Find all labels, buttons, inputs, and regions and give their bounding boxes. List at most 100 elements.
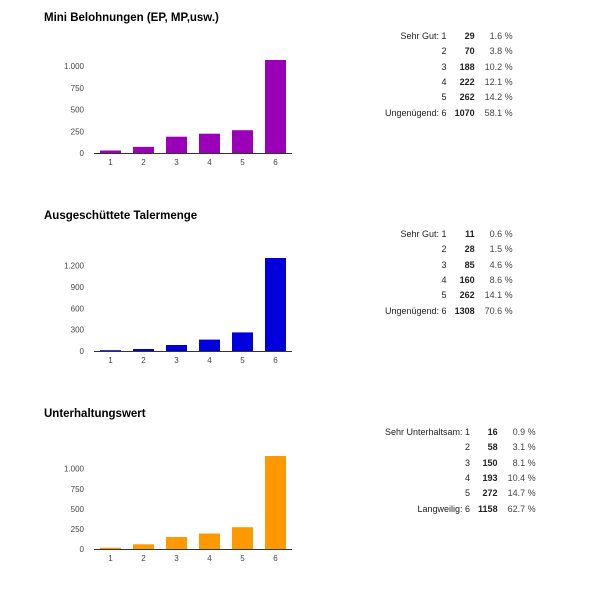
bar-chart: 1 2 3 4 5 6 0 300 600 900 1.200 [64, 258, 292, 365]
rating-label: 5 [465, 488, 471, 499]
x-tick-label: 6 [273, 356, 278, 365]
x-tick-label: 6 [273, 554, 278, 563]
table-row: 5 272 14.7 % [385, 486, 536, 501]
bar [166, 345, 187, 351]
rating-percent: 0.6 % [489, 229, 513, 240]
rating-percent: 0.9 % [512, 427, 536, 438]
bar [166, 537, 187, 549]
table-row: 2 58 3.1 % [385, 440, 536, 455]
rating-percent: 4.6 % [489, 259, 513, 270]
bar [265, 60, 286, 153]
rating-label: 2 [441, 46, 447, 57]
table-row: Sehr Unterhaltsam: 1 16 0.9 % [385, 425, 536, 440]
rating-percent: 3.8 % [489, 46, 513, 57]
rating-count: 188 [459, 61, 475, 72]
section-title: Unterhaltungswert [44, 408, 146, 420]
rating-label: 2 [465, 442, 471, 453]
stats-table: Sehr Gut: 1 29 1.6 % 2 70 3.8 % 3 188 10… [385, 29, 513, 121]
rating-percent: 8.6 % [489, 275, 513, 286]
rating-percent: 14.7 % [507, 488, 536, 499]
table-row: Ungenügend: 6 1070 58.1 % [385, 105, 513, 120]
rating-count: 16 [487, 427, 498, 438]
rating-label: Sehr Gut: 1 [400, 31, 447, 42]
rating-count: 85 [464, 259, 475, 270]
x-tick-label: 4 [207, 356, 212, 365]
rating-label: Langweilig: 6 [417, 503, 471, 514]
x-tick-label: 1 [108, 356, 113, 365]
y-tick-label: 0 [80, 149, 85, 158]
rating-percent: 62.7 % [507, 503, 536, 514]
rating-label: 2 [441, 244, 447, 255]
rating-count: 1158 [478, 503, 498, 514]
x-tick-label: 3 [174, 158, 179, 167]
stats-table: Sehr Unterhaltsam: 1 16 0.9 % 2 58 3.1 %… [385, 425, 536, 517]
bar [100, 547, 121, 549]
bar [166, 136, 187, 153]
rating-label: 5 [441, 290, 447, 301]
table-row: 5 262 14.2 % [385, 90, 513, 105]
bar [100, 350, 121, 351]
bar-chart: 1 2 3 4 5 6 0 250 500 750 1.000 [64, 456, 292, 563]
rating-count: 1308 [454, 305, 475, 316]
rating-count: 193 [482, 473, 498, 484]
y-tick-label: 300 [71, 326, 85, 335]
rating-percent: 8.1 % [512, 457, 536, 468]
rating-label: 4 [465, 473, 471, 484]
rating-count: 222 [459, 77, 475, 88]
bar [199, 533, 220, 549]
rating-percent: 70.6 % [484, 305, 513, 316]
rating-label: Ungenügend: 6 [385, 107, 447, 118]
x-tick-label: 2 [141, 158, 146, 167]
rating-percent: 10.4 % [507, 473, 536, 484]
x-tick-label: 6 [273, 158, 278, 167]
rating-label: 5 [441, 92, 447, 103]
y-tick-label: 1.000 [64, 465, 85, 474]
rating-percent: 14.2 % [484, 92, 513, 103]
x-tick-label: 1 [108, 158, 113, 167]
x-tick-label: 5 [240, 554, 245, 563]
rating-count: 58 [487, 442, 498, 453]
table-row: Sehr Gut: 1 11 0.6 % [385, 227, 513, 242]
table-row: Ungenügend: 6 1308 70.6 % [385, 303, 513, 318]
bar [133, 349, 154, 351]
rating-count: 11 [465, 229, 475, 240]
x-tick-label: 4 [207, 554, 212, 563]
y-tick-label: 0 [80, 545, 85, 554]
rating-label: Ungenügend: 6 [385, 305, 447, 316]
y-tick-label: 750 [71, 485, 85, 494]
rating-label: 3 [441, 61, 447, 72]
table-row: 2 70 3.8 % [385, 44, 513, 59]
y-tick-label: 500 [71, 505, 85, 514]
section-title: Mini Belohnungen (EP, MP,usw.) [44, 12, 219, 24]
rating-percent: 3.1 % [512, 442, 536, 453]
bar [133, 146, 154, 153]
rating-count: 272 [482, 488, 498, 499]
rating-count: 160 [459, 275, 475, 286]
rating-percent: 1.6 % [489, 31, 513, 42]
bar [199, 133, 220, 153]
table-row: 4 160 8.6 % [385, 273, 513, 288]
x-tick-label: 3 [174, 554, 179, 563]
rating-label: 3 [465, 457, 471, 468]
rating-count: 262 [459, 92, 475, 103]
y-tick-label: 1.000 [64, 62, 85, 71]
table-row: Sehr Gut: 1 29 1.6 % [385, 29, 513, 44]
table-row: 3 85 4.6 % [385, 258, 513, 273]
rating-count: 262 [459, 290, 475, 301]
rating-label: 4 [441, 77, 447, 88]
y-tick-label: 750 [71, 84, 85, 93]
bar [100, 150, 121, 153]
table-row: 4 222 12.1 % [385, 75, 513, 90]
x-tick-label: 1 [108, 554, 113, 563]
bar [232, 527, 253, 549]
table-row: 5 262 14.1 % [385, 288, 513, 303]
y-tick-label: 500 [71, 106, 85, 115]
rating-label: Sehr Gut: 1 [400, 229, 447, 240]
rating-label: 4 [441, 275, 447, 286]
table-row: 4 193 10.4 % [385, 471, 536, 486]
rating-percent: 12.1 % [484, 77, 513, 88]
rating-percent: 10.2 % [484, 61, 513, 72]
bar [232, 130, 253, 153]
rating-count: 29 [464, 31, 475, 42]
section-title: Ausgeschüttete Talermenge [44, 210, 198, 222]
